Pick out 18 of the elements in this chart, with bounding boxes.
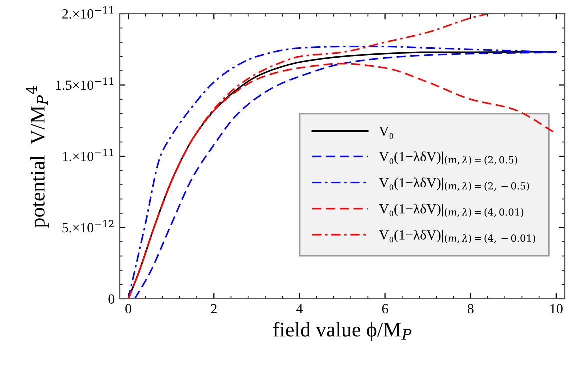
y-tick-label: 0 xyxy=(108,294,115,304)
legend-label: V₀(1−λδV)|$_{(m,λ)=(2,−0.5)}$ xyxy=(379,178,530,192)
x-tick-label: 6 xyxy=(382,304,388,314)
x-axis-title: field value ϕ/M$_{P}$ xyxy=(273,322,412,342)
y-tick-label: 5.×10$^{−12}$ xyxy=(62,220,114,233)
x-tick-label: 4 xyxy=(296,304,303,314)
y-tick-label: 1.×10$^{−11}$ xyxy=(63,148,114,162)
legend-label: V₀(1−λδV)|$_{(m,λ)=(4,0.01)}$ xyxy=(379,204,524,218)
legend-label: V₀(1−λδV)|$_{(m,λ)=(2,0.5)}$ xyxy=(379,152,518,166)
x-tick-label: 10 xyxy=(550,304,563,314)
y-tick-label: 2.×10$^{−11}$ xyxy=(62,6,114,19)
x-tick-label: 8 xyxy=(468,304,474,314)
y-tick-label: 1.5×10$^{−11}$ xyxy=(56,78,114,90)
x-tick-label: 2 xyxy=(211,304,217,314)
legend-label: V₀ xyxy=(379,127,394,140)
y-axis-title: potential V/M$_{P}$$^{4}$ xyxy=(26,86,50,228)
x-tick-label: 0 xyxy=(126,304,132,314)
legend-label: V₀(1−λδV)|$_{(m,λ)=(4,−0.01)}$ xyxy=(379,230,536,244)
